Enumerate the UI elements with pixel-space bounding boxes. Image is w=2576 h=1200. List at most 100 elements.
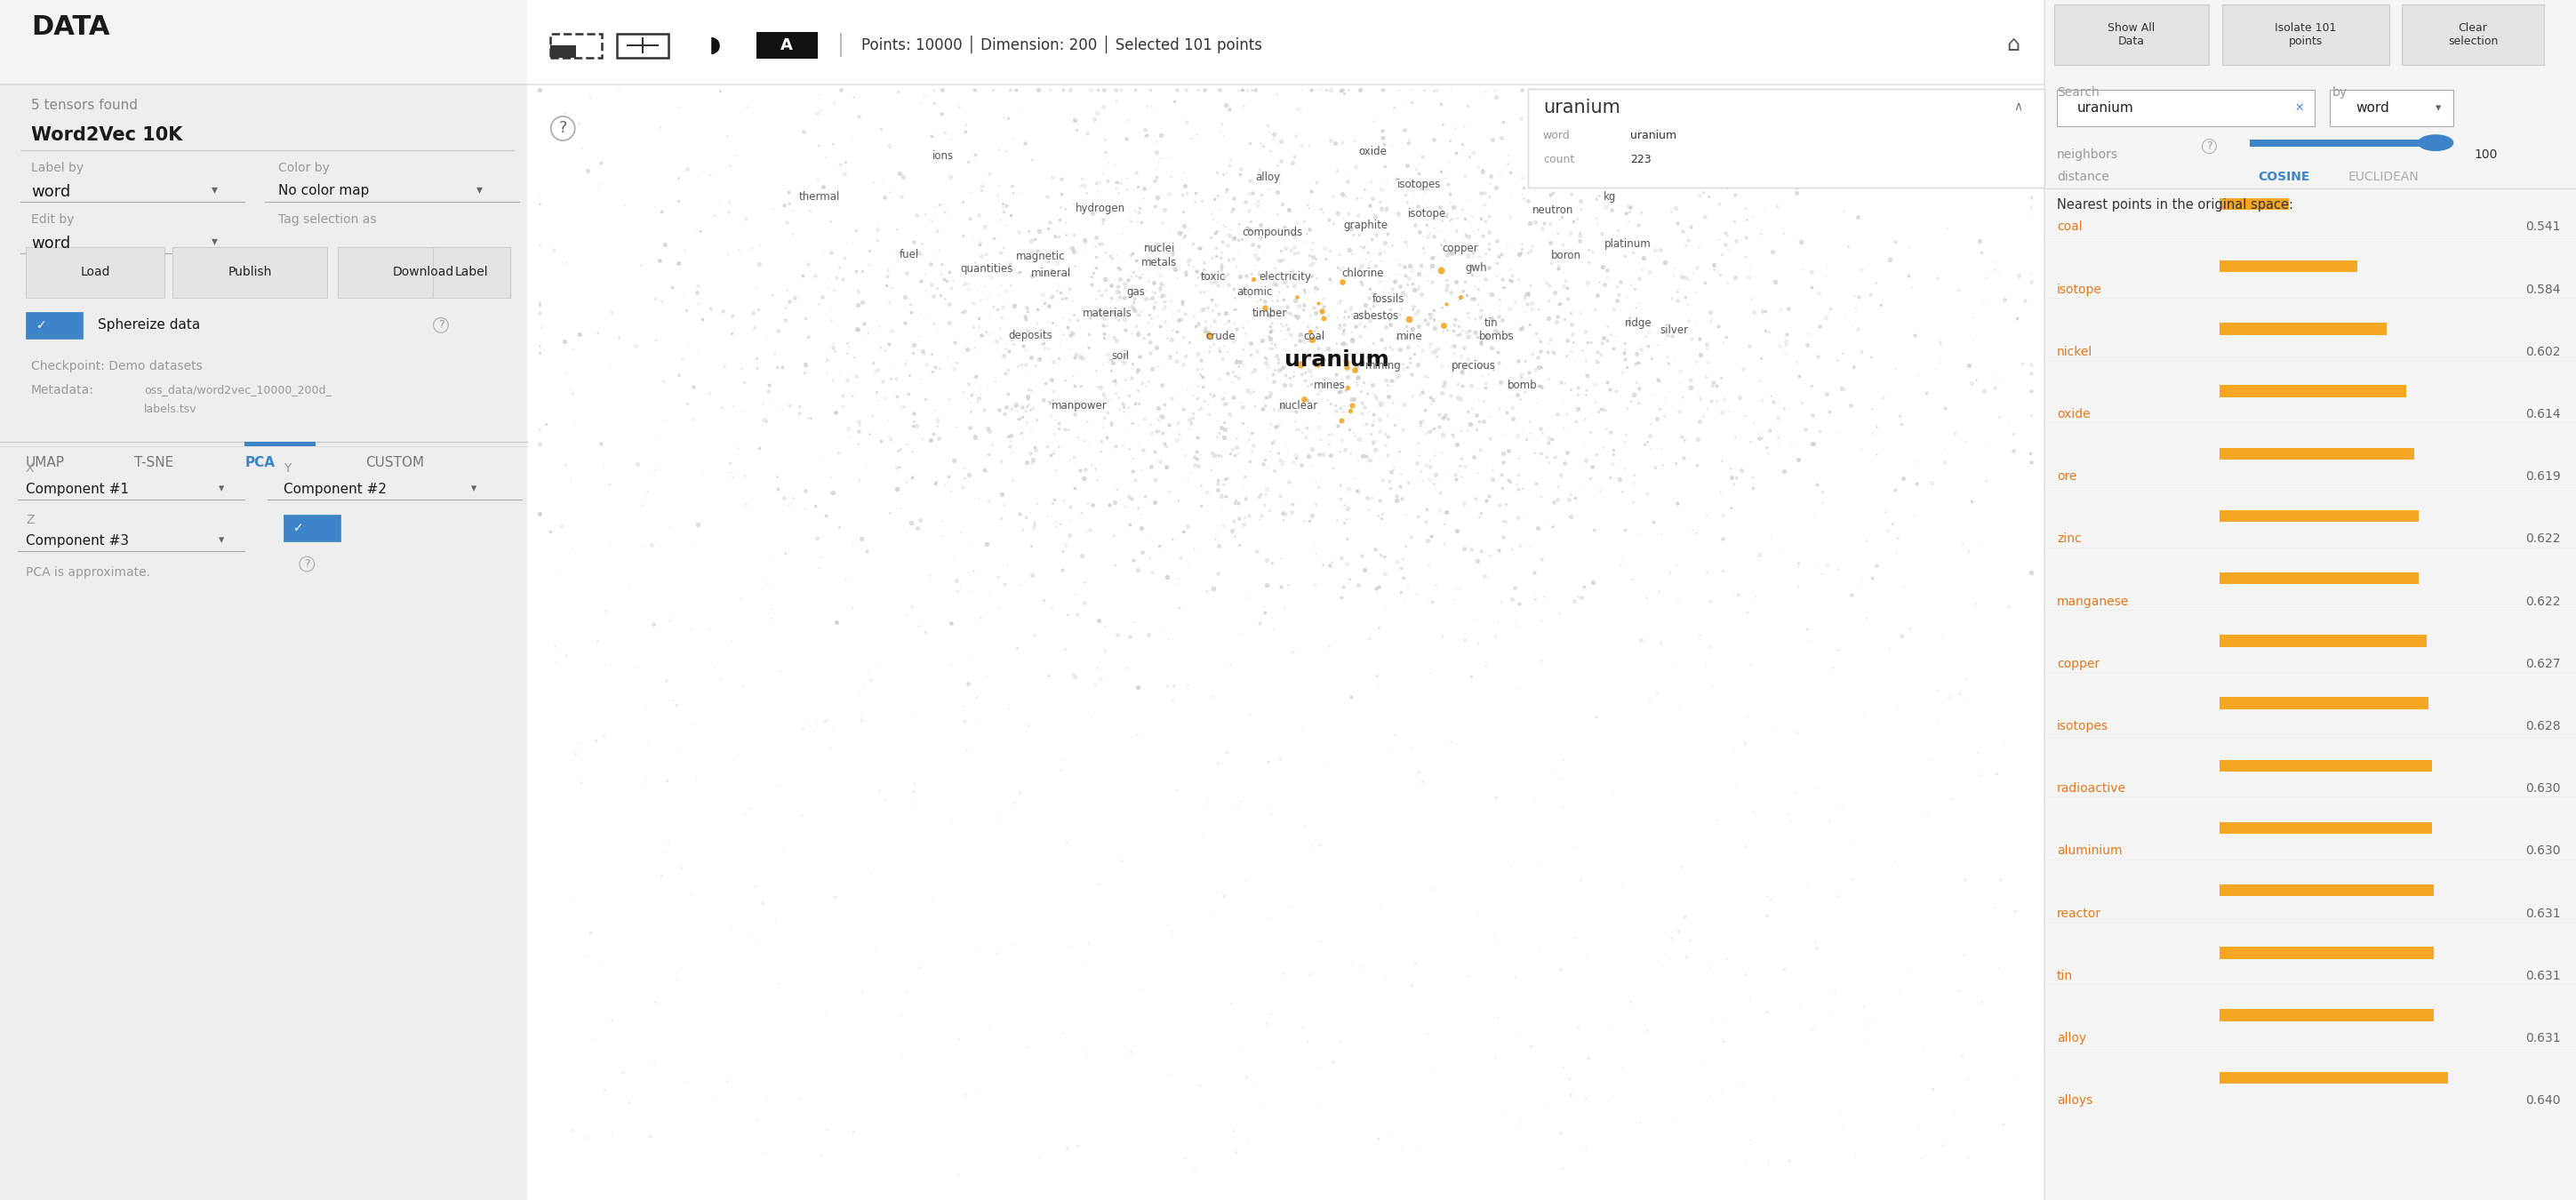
- Bar: [0, 0, 526, 84]
- Text: Color by: Color by: [278, 162, 330, 174]
- Text: fossils: fossils: [1373, 293, 1404, 305]
- Text: graphite: graphite: [1342, 220, 1388, 232]
- Text: ▾: ▾: [211, 184, 216, 196]
- Bar: [2401, 5, 2545, 65]
- Text: kg: kg: [1605, 191, 1615, 203]
- Text: uranium: uranium: [2076, 101, 2133, 115]
- Bar: [2221, 323, 2385, 335]
- Bar: [0, 0, 526, 1200]
- Text: 0.631: 0.631: [2524, 907, 2561, 919]
- Bar: [526, 0, 2043, 84]
- Text: Publish: Publish: [227, 266, 273, 278]
- Bar: [2221, 947, 2434, 959]
- Text: ✕: ✕: [2295, 102, 2303, 114]
- Bar: [26, 312, 82, 338]
- Text: fuel: fuel: [899, 248, 920, 260]
- Bar: [2221, 260, 2357, 272]
- Text: ridge: ridge: [1625, 317, 1651, 329]
- Text: gas: gas: [1126, 286, 1146, 298]
- Text: labels.tsv: labels.tsv: [144, 403, 198, 415]
- Text: word: word: [31, 184, 70, 199]
- Text: mine: mine: [1396, 330, 1422, 342]
- Text: PCA is approximate.: PCA is approximate.: [26, 566, 149, 578]
- Bar: [2056, 90, 2316, 126]
- Text: 0.630: 0.630: [2524, 845, 2561, 857]
- Text: Word2Vec 10K: Word2Vec 10K: [31, 126, 183, 144]
- Text: tin: tin: [1484, 317, 1499, 329]
- Text: magnetic: magnetic: [1015, 251, 1066, 263]
- Text: ◗: ◗: [708, 35, 721, 56]
- Text: word: word: [2354, 101, 2391, 115]
- Text: 5 tensors found: 5 tensors found: [31, 98, 137, 112]
- Text: Sphereize data: Sphereize data: [98, 318, 201, 332]
- Text: ?: ?: [559, 120, 567, 137]
- Text: Label by: Label by: [31, 162, 82, 174]
- Text: Points: 10000 │ Dimension: 200 │ Selected 101 points: Points: 10000 │ Dimension: 200 │ Selecte…: [860, 36, 1262, 53]
- Text: gwh: gwh: [1466, 262, 1486, 274]
- Text: Nearest points in the original space:: Nearest points in the original space:: [2056, 198, 2293, 211]
- Text: 0.640: 0.640: [2524, 1094, 2561, 1106]
- Bar: [2221, 884, 2434, 896]
- Text: 0.628: 0.628: [2524, 720, 2561, 732]
- Text: 0.627: 0.627: [2524, 658, 2561, 670]
- Text: 0.622: 0.622: [2524, 595, 2561, 607]
- Bar: [2221, 697, 2429, 709]
- Text: word: word: [1543, 130, 1571, 142]
- Text: 0.614: 0.614: [2524, 408, 2561, 420]
- Text: No color map: No color map: [278, 184, 368, 197]
- Text: oxide: oxide: [1360, 145, 1386, 157]
- Text: count: count: [1543, 154, 1574, 166]
- Text: quantities: quantities: [961, 263, 1012, 275]
- Text: Component #3: Component #3: [26, 534, 129, 547]
- Text: manpower: manpower: [1051, 400, 1108, 412]
- Text: UMAP: UMAP: [26, 456, 64, 469]
- Text: nuclear: nuclear: [1278, 400, 1319, 412]
- Text: chlorine: chlorine: [1342, 268, 1383, 280]
- Text: ✓: ✓: [36, 319, 46, 331]
- Text: crude: crude: [1206, 330, 1236, 342]
- Bar: [1528, 89, 2045, 187]
- Text: Show All
Data: Show All Data: [2107, 23, 2156, 47]
- Bar: [2329, 90, 2455, 126]
- Text: boron: boron: [1551, 250, 1582, 262]
- Bar: [618, 34, 670, 58]
- Text: 0.619: 0.619: [2524, 470, 2561, 482]
- Text: coal: coal: [1303, 330, 1324, 342]
- Text: T-SNE: T-SNE: [134, 456, 173, 469]
- Bar: [337, 247, 510, 298]
- Text: alloy: alloy: [2056, 1032, 2087, 1044]
- Text: metals: metals: [1141, 257, 1177, 269]
- Text: zinc: zinc: [2056, 533, 2081, 545]
- Text: 0.631: 0.631: [2524, 1032, 2561, 1044]
- Text: Load: Load: [80, 266, 111, 278]
- Text: Label: Label: [456, 266, 487, 278]
- Bar: [2221, 822, 2432, 834]
- Bar: [757, 32, 819, 59]
- Text: isotope: isotope: [2056, 283, 2102, 295]
- Text: Metadata:: Metadata:: [31, 384, 93, 396]
- Text: 0.622: 0.622: [2524, 533, 2561, 545]
- Text: oxide: oxide: [2056, 408, 2089, 420]
- Text: platinum: platinum: [1605, 238, 1651, 250]
- Text: uranium: uranium: [1543, 98, 1620, 116]
- Text: neighbors: neighbors: [2056, 149, 2117, 161]
- Text: ▾: ▾: [471, 482, 477, 494]
- Bar: [551, 46, 577, 58]
- Bar: [283, 515, 340, 541]
- Text: word: word: [31, 235, 70, 251]
- Bar: [2221, 510, 2419, 522]
- Bar: [2045, 0, 2576, 1200]
- Text: atomic: atomic: [1236, 286, 1273, 298]
- Text: manganese: manganese: [2056, 595, 2130, 607]
- Text: COSINE: COSINE: [2257, 170, 2311, 182]
- Bar: [173, 247, 327, 298]
- Bar: [2053, 5, 2208, 65]
- Bar: [1528, 89, 2045, 187]
- Text: Checkpoint: Demo datasets: Checkpoint: Demo datasets: [31, 360, 204, 372]
- Text: ?: ?: [2205, 140, 2213, 152]
- Text: EUCLIDEAN: EUCLIDEAN: [2349, 170, 2419, 182]
- Text: materials: materials: [1082, 307, 1133, 319]
- Text: reactor: reactor: [2056, 907, 2102, 919]
- Text: hydrogen: hydrogen: [1074, 203, 1126, 215]
- Bar: [2221, 385, 2406, 397]
